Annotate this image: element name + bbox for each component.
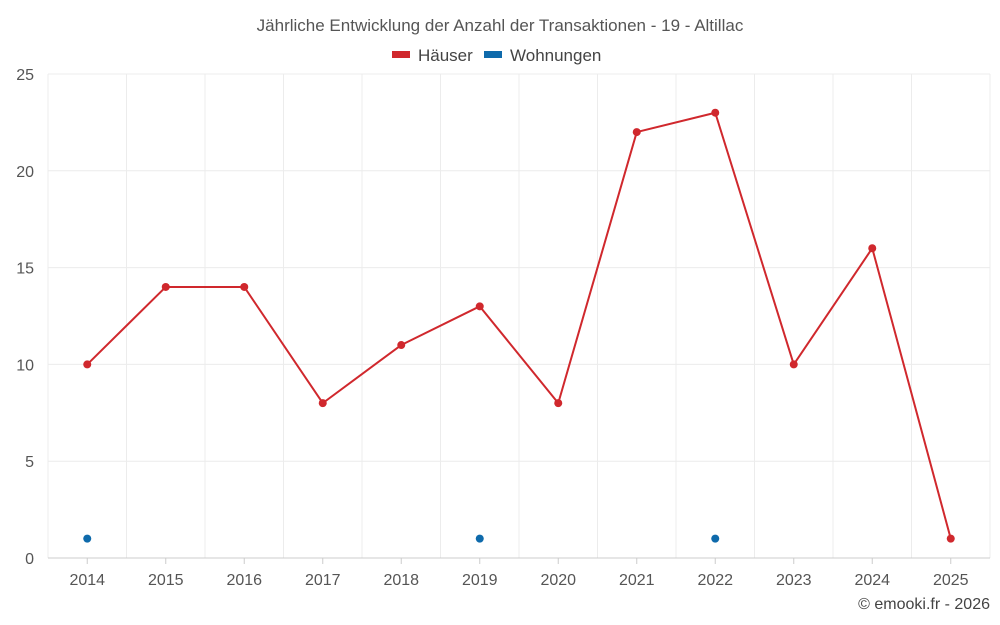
series-wohnungen bbox=[83, 534, 720, 543]
data-point-haeuser[interactable] bbox=[240, 282, 249, 291]
y-tick-label: 10 bbox=[16, 357, 34, 374]
x-tick-label: 2025 bbox=[933, 572, 969, 589]
data-point-haeuser[interactable] bbox=[161, 282, 170, 291]
data-point-wohnungen[interactable] bbox=[475, 534, 484, 543]
series-layer bbox=[83, 108, 955, 543]
y-tick-label: 15 bbox=[16, 261, 34, 278]
x-tick-label: 2016 bbox=[226, 572, 262, 589]
y-tick-label: 5 bbox=[25, 454, 34, 471]
data-point-wohnungen[interactable] bbox=[711, 534, 720, 543]
x-tick-label: 2024 bbox=[854, 572, 890, 589]
x-tick-label: 2015 bbox=[148, 572, 184, 589]
data-point-haeuser[interactable] bbox=[632, 128, 641, 137]
x-tick-label: 2021 bbox=[619, 572, 655, 589]
data-point-haeuser[interactable] bbox=[711, 108, 720, 117]
data-point-haeuser[interactable] bbox=[554, 399, 563, 408]
x-tick-label: 2014 bbox=[69, 572, 105, 589]
legend-label-wohnungen: Wohnungen bbox=[510, 46, 601, 65]
x-tick-label: 2022 bbox=[697, 572, 733, 589]
y-tick-label: 20 bbox=[16, 164, 34, 181]
data-point-haeuser[interactable] bbox=[789, 360, 798, 369]
x-tick-label: 2018 bbox=[383, 572, 419, 589]
x-tick-label: 2023 bbox=[776, 572, 812, 589]
series-line-haeuser bbox=[86, 111, 952, 539]
data-point-haeuser[interactable] bbox=[318, 399, 327, 408]
grid bbox=[47, 73, 991, 558]
legend-item-wohnungen[interactable]: Wohnungen bbox=[484, 46, 601, 65]
data-point-wohnungen[interactable] bbox=[83, 534, 92, 543]
legend-item-haeuser[interactable]: Häuser bbox=[392, 46, 473, 65]
legend: Häuser Wohnungen bbox=[392, 46, 601, 65]
x-tick-label: 2017 bbox=[305, 572, 341, 589]
data-point-haeuser[interactable] bbox=[397, 341, 406, 350]
legend-swatch-haeuser bbox=[392, 51, 410, 58]
data-point-haeuser[interactable] bbox=[83, 360, 92, 369]
y-tick-label: 0 bbox=[25, 551, 34, 568]
x-tick-label: 2019 bbox=[462, 572, 498, 589]
data-point-haeuser[interactable] bbox=[868, 244, 877, 253]
legend-swatch-wohnungen bbox=[484, 51, 502, 58]
series-haeuser bbox=[83, 108, 955, 543]
x-tick-label: 2020 bbox=[540, 572, 576, 589]
data-point-haeuser[interactable] bbox=[475, 302, 484, 311]
footer-credit: © emooki.fr - 2026 bbox=[858, 596, 990, 613]
chart-title: Jährliche Entwicklung der Anzahl der Tra… bbox=[257, 16, 744, 35]
data-point-haeuser[interactable] bbox=[946, 534, 955, 543]
y-tick-label: 25 bbox=[16, 67, 34, 84]
legend-label-haeuser: Häuser bbox=[418, 46, 473, 65]
